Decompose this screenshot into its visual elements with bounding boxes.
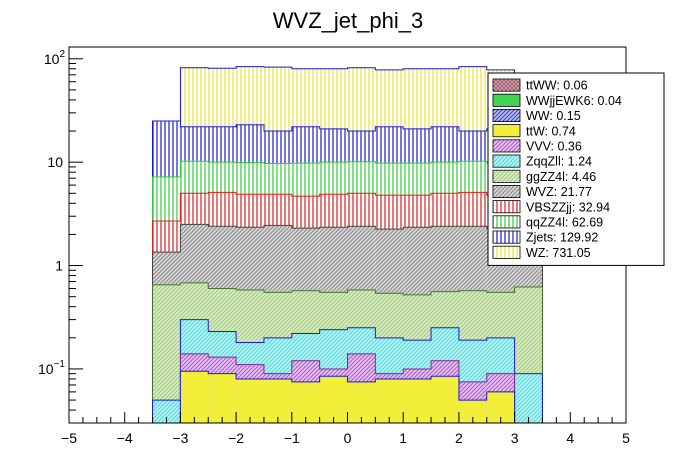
x-tick-label: −1 <box>284 430 300 446</box>
legend-entry: WW: 0.15 <box>526 109 581 123</box>
legend-entry: WVZ: 21.77 <box>526 185 592 199</box>
layer-outline <box>152 370 543 424</box>
x-tick-label: 4 <box>566 430 574 446</box>
legend-swatch <box>492 93 521 107</box>
legend-swatch <box>492 245 521 259</box>
bar <box>152 400 181 423</box>
legend-entry: WWjjEWK6: 0.04 <box>526 94 622 108</box>
legend-entry: qqZZ4l: 62.69 <box>526 216 603 230</box>
x-tick-label: 0 <box>344 430 352 446</box>
y-tick-label: 1 <box>55 258 63 274</box>
bar <box>458 400 487 423</box>
y-tick-label: 102 <box>44 49 66 67</box>
bar <box>431 376 459 423</box>
legend-entry: ZqqZll: 1.24 <box>526 155 592 169</box>
bar <box>236 378 264 423</box>
bar <box>347 381 376 423</box>
legend-entry: ttWW: 0.06 <box>526 79 588 93</box>
legend-entry: WZ: 731.05 <box>526 246 591 260</box>
legend-swatch <box>492 139 521 153</box>
x-tick-label: 2 <box>455 430 463 446</box>
y-tick-label: 10−1 <box>38 359 65 377</box>
bar <box>291 381 320 423</box>
layer-outline <box>152 319 543 423</box>
layer-outline <box>152 353 543 424</box>
legend-swatch <box>492 230 521 244</box>
bar <box>180 371 209 423</box>
x-tick-label: 1 <box>399 430 407 446</box>
legend-swatch <box>492 184 521 198</box>
x-tick-label: −4 <box>117 430 133 446</box>
layer-outline <box>152 66 543 423</box>
legend-swatch <box>492 109 521 123</box>
histogram-bars <box>152 66 543 424</box>
legend-swatch <box>492 78 521 92</box>
layer-outline <box>152 160 543 423</box>
x-tick-label: −5 <box>61 430 77 446</box>
bar <box>514 373 543 423</box>
bar <box>375 378 404 423</box>
layer-outline <box>152 191 543 423</box>
x-tick-label: 5 <box>622 430 630 446</box>
legend-swatch <box>492 169 521 183</box>
layer-wz <box>152 370 543 424</box>
legend-swatch <box>492 200 521 214</box>
layer-outline <box>152 282 543 423</box>
legend-swatch <box>492 154 521 168</box>
x-tick-label: −2 <box>228 430 244 446</box>
bar <box>403 378 432 423</box>
legend-entry: VVV: 0.36 <box>526 140 582 154</box>
legend-entry: ttW: 0.74 <box>526 124 576 138</box>
layer-outline <box>152 223 543 423</box>
bar <box>319 376 348 423</box>
x-tick-label: 3 <box>511 430 519 446</box>
y-tick-label: 10 <box>47 154 63 170</box>
legend-entry: ggZZ4l: 4.46 <box>526 170 596 184</box>
layer-outline <box>152 120 543 423</box>
bar <box>208 373 237 423</box>
x-tick-label: −3 <box>172 430 188 446</box>
legend-entry: Zjets: 129.92 <box>526 231 598 245</box>
legend-swatch <box>492 215 521 229</box>
legend-entry: VBSZZjj: 32.94 <box>526 200 610 214</box>
bar <box>263 378 292 423</box>
chart-title: WVZ_jet_phi_3 <box>273 8 423 33</box>
legend-swatch <box>492 124 521 138</box>
